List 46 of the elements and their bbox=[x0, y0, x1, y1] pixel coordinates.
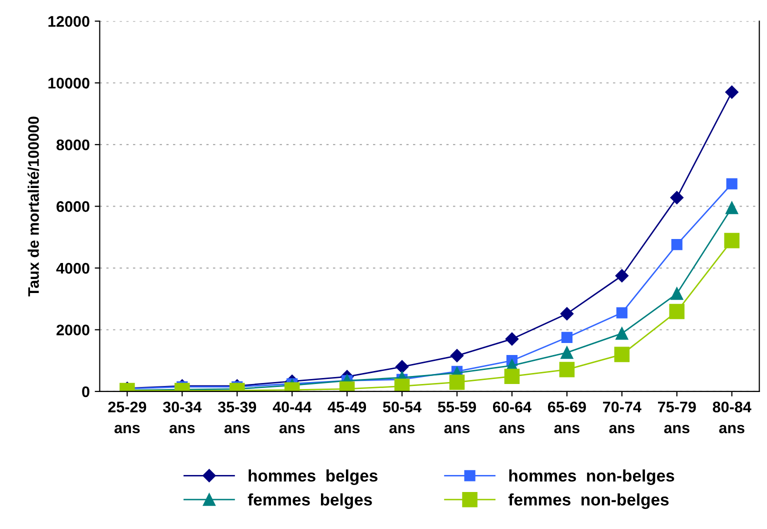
point bbox=[615, 269, 628, 282]
point bbox=[560, 346, 574, 359]
x-tick-label: 45-49 ans bbox=[328, 402, 366, 434]
point bbox=[724, 232, 740, 248]
point bbox=[505, 332, 519, 346]
point bbox=[560, 307, 574, 320]
point bbox=[725, 86, 738, 99]
y-tick-label: 8000 bbox=[56, 139, 90, 150]
point bbox=[395, 360, 409, 374]
point bbox=[559, 362, 575, 378]
y-tick-label: 4000 bbox=[56, 262, 90, 274]
x-tick-label: 30-34 ans bbox=[162, 402, 202, 434]
point bbox=[394, 378, 410, 392]
point bbox=[616, 307, 628, 318]
legend-label: femmes belges bbox=[248, 493, 372, 509]
y-tick-label: 2000 bbox=[56, 324, 90, 336]
point bbox=[670, 287, 684, 300]
point bbox=[504, 368, 520, 384]
x-tick-label: 50-54 ans bbox=[382, 402, 422, 434]
x-tick-label: 35-39 ans bbox=[218, 402, 256, 434]
point bbox=[614, 346, 630, 362]
point bbox=[616, 327, 628, 340]
legend-label: hommes belges bbox=[248, 469, 378, 486]
legend-label: hommes non-belges bbox=[509, 469, 674, 486]
x-tick-label: 75-79 ans bbox=[658, 402, 696, 434]
point bbox=[671, 239, 682, 250]
x-tick-label: 55-59 ans bbox=[438, 402, 476, 434]
point bbox=[726, 178, 738, 190]
x-tick-label: 80-84 ans bbox=[712, 402, 752, 434]
y-tick-label: 0 bbox=[82, 386, 90, 398]
x-tick-label: 65-69 ans bbox=[548, 402, 586, 434]
point bbox=[450, 349, 464, 362]
x-tick-label: 25-29 ans bbox=[108, 402, 146, 434]
y-tick-label: 6000 bbox=[56, 201, 90, 212]
x-tick-label: 40-44 ans bbox=[272, 402, 312, 434]
x-tick-label: 60-64 ans bbox=[492, 402, 532, 434]
y-axis-title: Taux de mortalité/100000 bbox=[28, 116, 40, 296]
y-tick-label: 10000 bbox=[48, 78, 90, 89]
legend-label: femmes non-belges bbox=[508, 493, 669, 509]
y-tick-label: 12000 bbox=[48, 16, 90, 27]
point bbox=[669, 304, 685, 320]
point bbox=[670, 191, 684, 204]
point bbox=[561, 332, 572, 344]
point bbox=[449, 374, 465, 390]
x-tick-label: 70-74 ans bbox=[603, 402, 642, 434]
point bbox=[726, 202, 738, 214]
